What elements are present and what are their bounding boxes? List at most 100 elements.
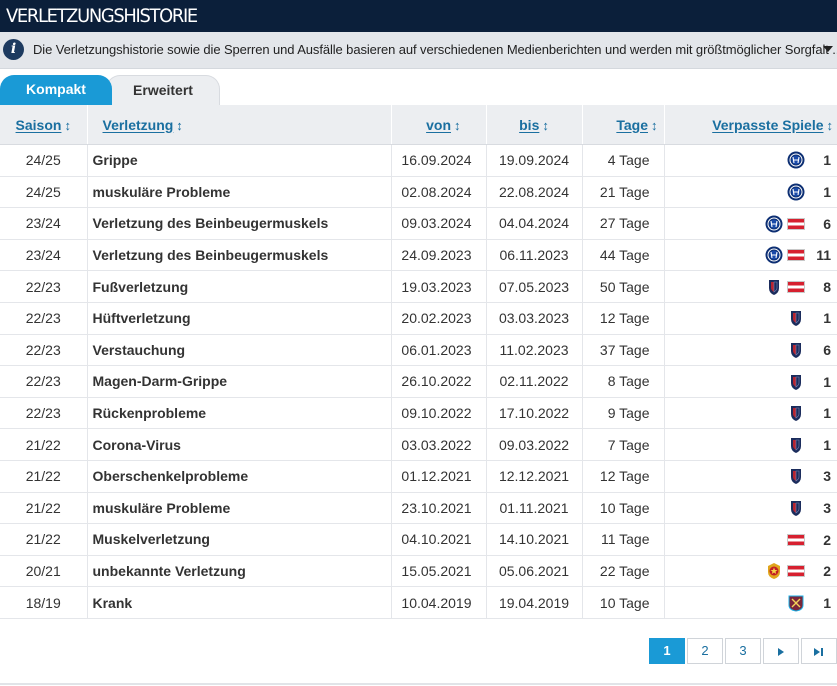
until-date-cell: 02.11.2022 [485, 365, 582, 398]
bologna-crest-icon[interactable] [787, 436, 805, 454]
next-page-button[interactable] [763, 638, 799, 664]
pagination: 1 2 3 [649, 638, 837, 664]
injury-table: Saison ↕ Verletzung ↕ von ↕ bis ↕ Tage ↕ Verp… [0, 105, 837, 619]
missed-games-count: 1 [823, 373, 831, 390]
injury-cell: muskuläre Probleme [86, 492, 391, 525]
days-cell: 10 Tage [581, 492, 664, 525]
divider [0, 683, 837, 685]
chevron-down-icon[interactable] [821, 42, 835, 56]
last-page-button[interactable] [801, 638, 837, 664]
until-date-cell: 07.05.2023 [485, 270, 582, 303]
sort-icon: ↕ [826, 117, 834, 133]
from-date-cell: 16.09.2024 [390, 144, 486, 177]
sort-icon: ↕ [651, 117, 658, 133]
westham-crest-icon[interactable] [787, 594, 805, 612]
from-date-cell: 20.02.2023 [390, 302, 486, 335]
missed-games-cell: 3 [663, 492, 837, 525]
next-page-icon [778, 647, 784, 656]
section-title: VERLETZUNGSHISTORIE [6, 5, 198, 27]
injury-cell: Verletzung des Beinbeugermuskels [86, 239, 391, 272]
bologna-crest-icon[interactable] [787, 467, 805, 485]
missed-games-count: 3 [823, 468, 831, 485]
until-date-cell: 22.08.2024 [485, 176, 582, 209]
missed-games-count: 2 [823, 532, 831, 549]
until-date-cell: 11.02.2023 [485, 334, 582, 367]
table-row: 22/23 Hüftverletzung 20.02.2023 03.03.2023 1… [0, 302, 837, 335]
injury-cell: unbekannte Verletzung [86, 555, 391, 588]
column-header-days[interactable]: Tage ↕ [581, 105, 664, 145]
injury-cell: Verstauchung [86, 334, 391, 367]
sheriff-crest-icon[interactable] [765, 562, 783, 580]
injury-cell: Verletzung des Beinbeugermuskels [86, 207, 391, 240]
austria-flag-icon[interactable] [787, 280, 805, 293]
days-cell: 10 Tage [581, 586, 664, 619]
table-row: 22/23 Rückenprobleme 09.10.2022 17.10.2022 9… [0, 397, 837, 430]
days-cell: 22 Tage [581, 555, 664, 588]
page-button-1[interactable]: 1 [649, 638, 685, 664]
from-date-cell: 26.10.2022 [390, 365, 486, 398]
until-date-cell: 06.11.2023 [485, 239, 582, 272]
missed-games-count: 3 [823, 499, 831, 516]
inter-crest-icon[interactable] [765, 246, 783, 264]
missed-games-count: 6 [823, 215, 831, 232]
missed-games-count: 1 [823, 594, 831, 611]
season-cell: 23/24 [0, 239, 87, 272]
from-date-cell: 06.01.2023 [390, 334, 486, 367]
bologna-crest-icon[interactable] [787, 499, 805, 517]
missed-games-cell: 1 [663, 365, 837, 398]
days-cell: 7 Tage [581, 428, 664, 461]
austria-flag-icon[interactable] [787, 217, 805, 230]
austria-flag-icon[interactable] [787, 534, 805, 547]
bologna-crest-icon[interactable] [787, 341, 805, 359]
from-date-cell: 03.03.2022 [390, 428, 486, 461]
inter-crest-icon[interactable] [765, 215, 783, 233]
until-date-cell: 05.06.2021 [485, 555, 582, 588]
inter-crest-icon[interactable] [787, 183, 805, 201]
page-button-3[interactable]: 3 [725, 638, 761, 664]
austria-flag-icon[interactable] [787, 249, 805, 262]
days-cell: 9 Tage [581, 397, 664, 430]
days-cell: 11 Tage [581, 523, 664, 556]
injury-cell: muskuläre Probleme [86, 176, 391, 209]
injury-cell: Fußverletzung [86, 270, 391, 303]
injury-cell: Krank [86, 586, 391, 619]
section-header: VERLETZUNGSHISTORIE [0, 0, 837, 32]
injury-cell: Hüftverletzung [86, 302, 391, 335]
column-header-until[interactable]: bis ↕ [485, 105, 582, 145]
season-cell: 22/23 [0, 302, 87, 335]
bologna-crest-icon[interactable] [787, 404, 805, 422]
tab-kompakt[interactable]: Kompakt [0, 75, 112, 105]
days-cell: 8 Tage [581, 365, 664, 398]
bologna-crest-icon[interactable] [765, 278, 783, 296]
injury-cell: Grippe [86, 144, 391, 177]
info-banner[interactable]: i Die Verletzungshistorie sowie die Sper… [0, 32, 837, 69]
missed-games-cell: 1 [663, 397, 837, 430]
table-row: 18/19 Krank 10.04.2019 19.04.2019 10 Tage 1 [0, 586, 837, 619]
missed-games-count: 6 [823, 342, 831, 358]
table-row: 24/25 Grippe 16.09.2024 19.09.2024 4 Tage 1 [0, 144, 837, 177]
from-date-cell: 09.03.2024 [390, 207, 486, 240]
tab-erweitert[interactable]: Erweitert [106, 75, 220, 105]
bologna-crest-icon[interactable] [787, 373, 805, 391]
column-header-injury[interactable]: Verletzung ↕ [86, 105, 391, 145]
info-text: Die Verletzungshistorie sowie die Sperre… [33, 42, 837, 57]
from-date-cell: 09.10.2022 [390, 397, 486, 430]
table-row: 23/24 Verletzung des Beinbeugermuskels 09.… [0, 207, 837, 240]
injury-cell: Magen-Darm-Grippe [86, 365, 391, 398]
bologna-crest-icon[interactable] [787, 309, 805, 327]
season-cell: 22/23 [0, 334, 87, 367]
column-header-from[interactable]: von ↕ [390, 105, 486, 145]
column-header-season[interactable]: Saison ↕ [0, 105, 87, 145]
column-header-missed-games[interactable]: Verpasste Spiele ↕ [663, 105, 837, 145]
missed-games-cell: 1 [663, 586, 837, 619]
sort-icon: ↕ [454, 117, 461, 133]
days-cell: 12 Tage [581, 460, 664, 493]
season-cell: 24/25 [0, 176, 87, 209]
season-cell: 21/22 [0, 460, 87, 493]
inter-crest-icon[interactable] [787, 151, 805, 169]
austria-flag-icon[interactable] [787, 565, 805, 578]
table-header-row: Saison ↕ Verletzung ↕ von ↕ bis ↕ Tage ↕ Verp… [0, 105, 837, 145]
season-cell: 22/23 [0, 397, 87, 430]
page-button-2[interactable]: 2 [687, 638, 723, 664]
sort-icon: ↕ [542, 117, 549, 133]
